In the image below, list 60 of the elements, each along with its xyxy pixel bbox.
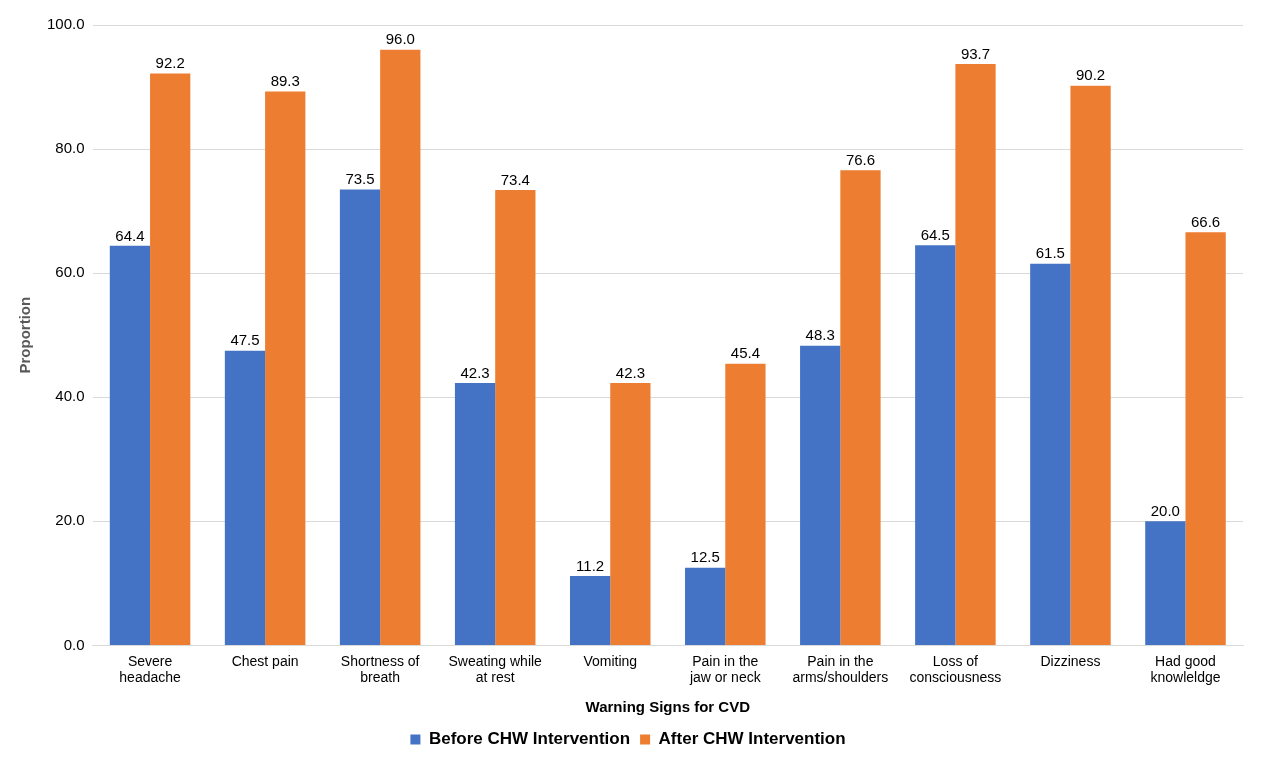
data-label: 96.0 [385, 30, 415, 48]
data-label: 47.5 [230, 331, 260, 349]
bar [339, 189, 381, 645]
data-label: 42.3 [460, 363, 490, 381]
bar [610, 382, 651, 645]
data-label: 73.4 [500, 170, 530, 188]
y-tick-label: 60.0 [55, 263, 85, 281]
x-axis-title: Warning Signs for CVD [585, 698, 751, 716]
legend-label: After CHW Intervention [658, 729, 846, 749]
data-label: 48.3 [805, 326, 835, 344]
data-label: 73.5 [345, 170, 375, 188]
data-label: 89.3 [270, 72, 300, 90]
bar [150, 73, 191, 645]
bar [109, 245, 151, 645]
bar [495, 190, 536, 645]
bar [1145, 521, 1186, 645]
bar [1185, 232, 1226, 645]
bar [915, 245, 956, 645]
data-label: 64.5 [920, 225, 950, 243]
data-label: 66.6 [1191, 212, 1221, 230]
y-tick-label: 40.0 [55, 387, 85, 405]
data-label: 76.6 [845, 150, 876, 168]
bar [224, 350, 266, 645]
y-tick-label: 20.0 [55, 511, 85, 529]
x-tick-label: Chest pain [231, 652, 299, 669]
y-axis-title: Proportion [16, 296, 34, 374]
y-tick-label: 100.0 [46, 15, 85, 33]
bar [265, 91, 306, 645]
x-tick-label: Dizziness [1040, 652, 1101, 669]
data-label: 42.3 [615, 363, 645, 381]
data-label: 92.2 [155, 54, 185, 72]
x-tick-label: Shortness of breath [340, 652, 420, 686]
x-tick-label: Sweating while at rest [448, 652, 543, 686]
bar [569, 575, 611, 645]
data-label: 61.5 [1035, 244, 1065, 262]
legend-label: Before CHW Intervention [428, 729, 631, 749]
data-label: 93.7 [960, 44, 991, 62]
x-tick-label: Severe headache [119, 652, 182, 686]
data-label: 90.2 [1075, 66, 1106, 84]
bar [800, 345, 841, 645]
y-tick-label: 0.0 [63, 635, 85, 653]
data-label: 11.2 [576, 556, 605, 574]
y-tick-label: 80.0 [55, 139, 85, 157]
data-label: 20.0 [1150, 501, 1180, 519]
bar [454, 382, 496, 645]
x-tick-label: Pain in the arms/shoulders [792, 652, 889, 686]
data-label: 12.5 [690, 548, 720, 566]
bar [725, 363, 766, 645]
x-tick-label: Had good knowleldge [1150, 652, 1221, 686]
bar [380, 49, 421, 645]
bar [685, 567, 726, 645]
bar [955, 64, 996, 645]
bar [1070, 85, 1111, 645]
bar [1030, 263, 1071, 645]
bar [840, 170, 881, 645]
x-tick-label: Loss of consciousness [909, 652, 1002, 686]
data-label: 45.4 [730, 344, 761, 362]
x-tick-label: Vomiting [583, 652, 638, 669]
data-label: 64.4 [115, 226, 145, 244]
x-tick-label: Pain in the jaw or neck [688, 652, 762, 686]
